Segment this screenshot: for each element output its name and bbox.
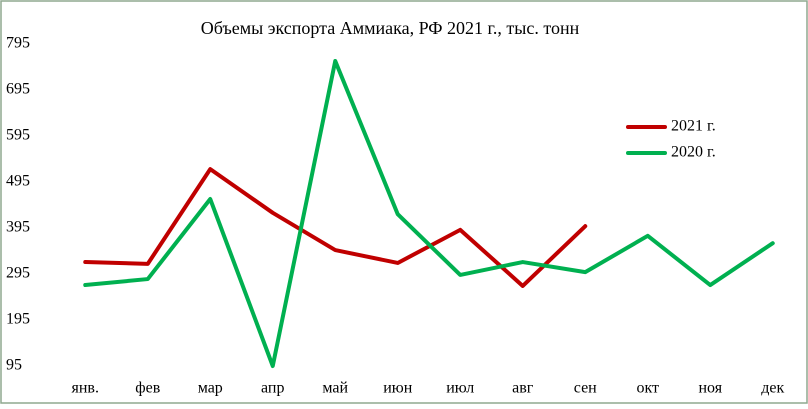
x-tick-label: фев bbox=[135, 380, 160, 397]
x-tick-label: авг bbox=[512, 380, 534, 397]
x-tick-label: дек bbox=[761, 380, 784, 397]
y-tick-label: 395 bbox=[6, 219, 30, 236]
x-tick-label: июл bbox=[446, 380, 474, 397]
x-tick-label: ноя bbox=[698, 380, 722, 397]
y-tick-label: 195 bbox=[6, 311, 30, 328]
x-tick-label: янв. bbox=[72, 380, 99, 397]
series-line bbox=[83, 59, 775, 368]
y-tick-label: 595 bbox=[6, 127, 30, 144]
legend-label: 2021 г. bbox=[671, 118, 716, 135]
legend-label: 2020 г. bbox=[671, 144, 716, 161]
y-tick-label: 695 bbox=[6, 81, 30, 98]
x-tick-label: апр bbox=[261, 380, 284, 397]
x-tick-label: май bbox=[322, 380, 348, 397]
y-tick-label: 495 bbox=[6, 173, 30, 190]
x-tick-label: окт bbox=[636, 380, 659, 397]
y-tick-label: 295 bbox=[6, 265, 30, 282]
y-tick-label: 795 bbox=[6, 35, 30, 52]
x-tick-label: сен bbox=[574, 380, 597, 397]
x-tick-label: июн bbox=[383, 380, 413, 397]
chart-title: Объемы экспорта Аммиака, РФ 2021 г., тыс… bbox=[201, 18, 580, 38]
x-tick-label: мар bbox=[198, 380, 223, 397]
y-tick-label: 95 bbox=[6, 357, 22, 374]
